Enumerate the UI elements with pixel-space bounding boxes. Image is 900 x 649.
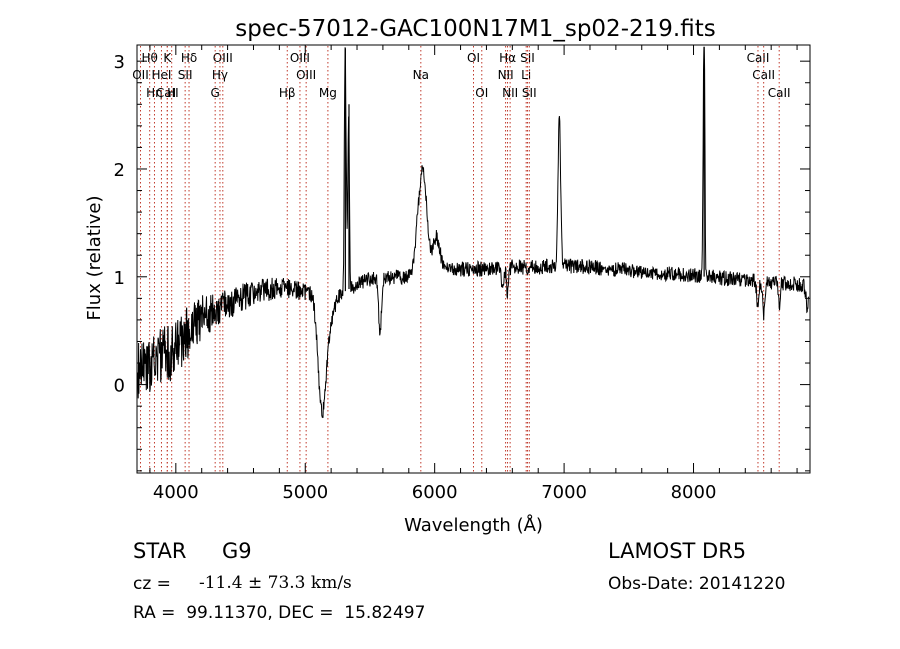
marker-label: Hα	[499, 51, 516, 65]
marker-label: OI	[475, 86, 488, 100]
marker-label: HeI	[151, 68, 171, 82]
object-class: STAR	[133, 539, 187, 563]
marker-label: OII	[132, 68, 149, 82]
obs-date: Obs-Date: 20141220	[608, 574, 786, 594]
marker-label: NII	[498, 68, 514, 82]
marker-label: Li	[521, 68, 531, 82]
marker-label: K	[163, 51, 172, 65]
y-tick-label: 1	[114, 268, 125, 289]
marker-label: SII	[520, 51, 535, 65]
marker-label: CaII	[156, 86, 179, 100]
marker-label: G	[211, 86, 220, 100]
marker-label: OI	[467, 51, 480, 65]
y-axis-label: Flux (relative)	[84, 195, 105, 320]
x-tick-label: 8000	[671, 482, 717, 503]
chart-title: spec-57012-GAC100N17M1_sp02-219.fits	[235, 16, 715, 42]
redshift-prefix: cz =	[133, 574, 171, 594]
marker-label: CaII	[752, 68, 775, 82]
marker-label: Na	[413, 68, 429, 82]
survey-label: LAMOST DR5	[608, 539, 747, 563]
marker-label: Hδ	[181, 51, 197, 65]
marker-label: H	[167, 86, 176, 100]
y-tick-label: 0	[114, 376, 125, 397]
labels: spec-57012-GAC100N17M1_sp02-219.fits Wave…	[84, 16, 716, 536]
object-subclass: G9	[222, 539, 252, 563]
marker-label: Hη	[146, 86, 163, 100]
marker-label: OIII	[296, 68, 316, 82]
redshift-value: -11.4 ± 73.3 km/s	[199, 573, 352, 593]
marker-label: CaII	[747, 51, 770, 65]
marker-label: Hβ	[279, 86, 296, 100]
marker-label: SII	[522, 86, 537, 100]
marker-label: CaII	[768, 86, 791, 100]
x-axis-label: Wavelength (Å)	[404, 514, 543, 536]
x-tick-label: 6000	[412, 482, 458, 503]
coordinates: RA = 99.11370, DEC = 15.82497	[133, 603, 426, 623]
marker-label: NII	[502, 86, 518, 100]
plot-frame	[136, 44, 811, 474]
spectrum-series	[136, 46, 810, 419]
x-tick-label: 4000	[153, 482, 199, 503]
x-tick-label: 7000	[541, 482, 587, 503]
marker-label: Hθ	[141, 51, 157, 65]
x-tick-label: 5000	[282, 482, 328, 503]
y-tick-label: 2	[114, 160, 125, 181]
y-tick-label: 3	[114, 52, 125, 73]
axes: 4000 5000 6000 7000 8000 0 1 2 3	[114, 44, 811, 503]
spectrum-line	[136, 46, 810, 419]
marker-label: OIII	[213, 51, 233, 65]
marker-label: Mg	[319, 86, 337, 100]
marker-label: SII	[178, 68, 193, 82]
marker-label: OIII	[290, 51, 310, 65]
marker-label: Hγ	[212, 68, 228, 82]
